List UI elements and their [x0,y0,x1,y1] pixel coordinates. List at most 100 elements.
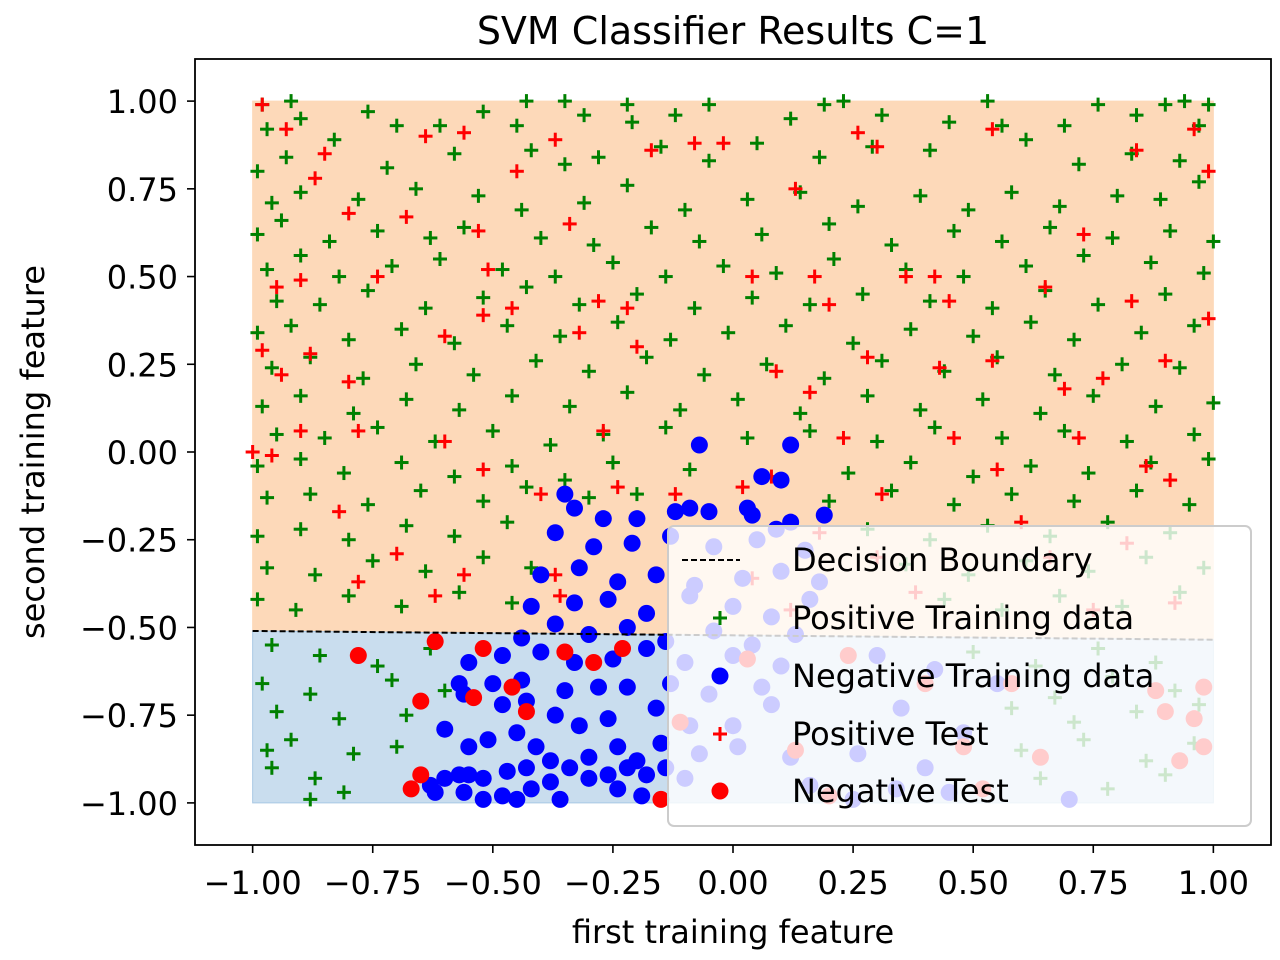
data-point [599,766,617,784]
data-point [673,402,688,417]
data-point [1071,157,1086,172]
data-point [474,640,492,657]
data-point [581,364,596,379]
data-point [524,143,539,158]
data-point [647,699,665,717]
data-point [432,252,447,267]
data-point [1191,174,1206,189]
data-point [303,792,318,807]
data-point [735,480,750,495]
data-point [356,371,371,386]
data-point [668,108,683,123]
data-point [522,597,540,615]
data-point [769,266,784,281]
data-point [1057,118,1072,133]
data-point [946,497,961,512]
data-point [346,406,361,421]
data-point [293,388,308,403]
data-point [1038,280,1053,295]
data-point [485,423,500,438]
data-point [553,329,568,344]
data-point [260,122,275,137]
data-point [1158,287,1173,302]
data-point [903,455,918,470]
data-point [782,436,800,454]
data-point [548,567,563,582]
data-point [985,353,1000,368]
data-point [260,743,275,758]
data-point [985,122,1000,137]
data-point [394,599,409,614]
data-point [942,115,957,130]
data-point [562,216,577,231]
data-point [303,487,318,502]
data-point [697,367,712,382]
legend: Decision Boundary Positive Training data… [667,525,1252,827]
data-point [264,448,279,463]
data-point [284,732,299,747]
data-point [985,301,1000,316]
data-point [580,769,598,787]
data-point [476,550,491,565]
data-point [524,560,539,575]
data-point [614,640,632,657]
data-point [701,153,716,168]
data-point [274,367,289,382]
data-point [557,94,572,109]
y-tick-label: −0.25 [80,522,178,560]
data-point [341,588,356,603]
data-point [822,216,837,231]
data-point [687,136,702,151]
data-point [274,213,289,228]
data-point [652,790,670,808]
y-axis: −1.00 −0.75 −0.50 −0.25 0.00 0.25 0.50 0.75 1.00 [80,83,195,823]
data-point [556,485,574,503]
data-point [412,766,430,784]
data-point [956,269,971,284]
data-point [308,771,323,786]
data-point [308,171,323,186]
data-point [633,787,651,805]
y-tick-label: 0.00 [107,434,178,472]
data-point [498,762,516,780]
data-point [874,108,889,123]
data-point [250,325,265,340]
data-point [447,469,462,484]
y-tick-label: 1.00 [107,83,178,121]
data-point [681,499,699,517]
data-point [255,343,270,358]
data-point [1071,430,1086,445]
data-point [541,773,559,791]
data-point [389,118,404,133]
data-point [745,269,760,284]
data-point [609,573,627,591]
data-point [922,294,937,309]
data-point [341,532,356,547]
data-point [269,294,284,309]
data-point [850,125,865,140]
data-point [394,455,409,470]
data-point [594,510,612,528]
data-point [750,136,765,151]
data-point [1019,132,1034,147]
data-point [293,185,308,200]
data-point [572,325,587,340]
data-point [788,181,803,196]
data-point [508,724,526,742]
data-point [322,234,337,249]
data-point [942,294,957,309]
data-point [1201,164,1216,179]
data-point [1139,459,1154,474]
data-point [1163,473,1178,488]
data-point [457,220,471,235]
data-point [493,696,511,714]
data-point [822,494,837,509]
data-point [1081,466,1096,481]
data-point [783,111,798,126]
data-point [700,503,718,521]
data-point [332,504,347,519]
data-point [599,710,617,728]
data-point [1134,325,1149,340]
data-point [658,269,673,284]
data-point [474,790,492,808]
